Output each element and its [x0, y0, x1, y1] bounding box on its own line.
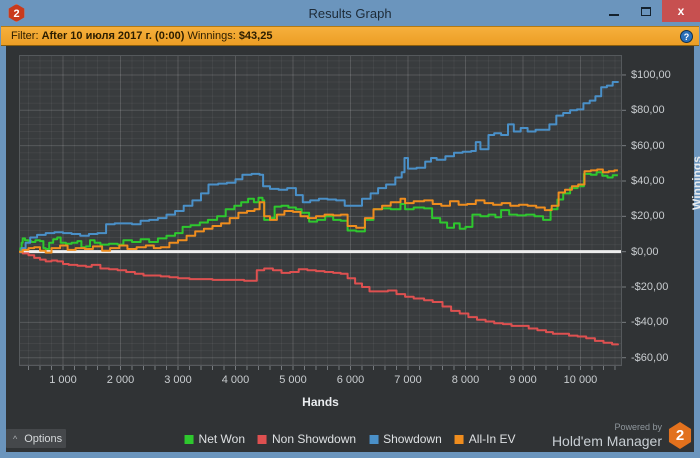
legend-label: Non Showdown [272, 432, 357, 446]
series-line-non-showdown [19, 250, 619, 346]
y-tick-label: $100,00 [631, 68, 671, 81]
title-bar: 2 Results Graph x [0, 0, 700, 26]
legend-swatch-icon [369, 434, 379, 444]
maximize-button[interactable] [630, 0, 662, 22]
powered-by-block: Powered by Hold'em Manager 2 [552, 422, 692, 449]
minimize-button[interactable] [598, 0, 630, 22]
legend-swatch-icon [258, 434, 267, 444]
minimize-icon [609, 14, 619, 16]
app-logo-icon: 2 [8, 4, 25, 22]
options-button[interactable]: ^ Options [6, 429, 66, 448]
y-axis-title: Winnings [689, 155, 700, 210]
legend-item-net-won[interactable]: Net Won [184, 432, 245, 446]
legend-item-showdown[interactable]: Showdown [369, 432, 442, 446]
chart-legend: Net Won Non Showdown Showdown All-In EV [184, 432, 516, 446]
window-controls: x [598, 0, 700, 22]
y-tick-label: $0,00 [631, 245, 659, 258]
legend-item-non-showdown[interactable]: Non Showdown [258, 432, 356, 446]
x-tick-label: 7 000 [394, 374, 422, 386]
x-tick-label: 9 000 [509, 374, 537, 386]
filter-label: Filter: [11, 30, 39, 42]
x-tick-label: 6 000 [336, 374, 365, 386]
y-tick-label: $20,00 [631, 210, 665, 223]
chevron-up-icon: ^ [13, 433, 18, 444]
y-tick-label: -$20,00 [631, 281, 669, 293]
bottom-bar: ^ Options Net Won Non Showdown Showdown All… [6, 422, 694, 449]
series-line-showdown [19, 81, 619, 253]
y-tick-label: $80,00 [631, 104, 665, 117]
legend-label: Showdown [383, 432, 442, 446]
y-tick-label: $60,00 [631, 139, 665, 152]
x-tick-label: 3 000 [164, 374, 192, 386]
series-line-net-won [19, 171, 618, 253]
x-tick-label: 8 000 [451, 374, 480, 386]
results-chart[interactable] [19, 55, 626, 370]
chart-panel: 1 000 2 000 3 000 4 000 5 000 6 000 7 000 8 000… [0, 46, 700, 458]
legend-swatch-icon [454, 434, 464, 444]
series-line-all-in-ev [19, 168, 618, 254]
winnings-value: $43,25 [238, 30, 273, 42]
x-axis-title: Hands [302, 395, 339, 409]
maximize-icon [641, 6, 651, 16]
close-button[interactable]: x [662, 0, 700, 22]
legend-swatch-icon [184, 434, 194, 444]
winnings-label: Winnings: [187, 30, 236, 42]
x-tick-label: 10 000 [563, 374, 598, 386]
help-icon[interactable]: ? [680, 30, 693, 43]
x-tick-label: 4 000 [221, 374, 250, 386]
legend-label: All-In EV [468, 432, 516, 446]
legend-label: Net Won [198, 432, 245, 446]
brand-name: Hold'em Manager [551, 432, 662, 449]
options-label: Options [24, 432, 63, 445]
y-tick-label: -$40,00 [631, 316, 669, 329]
filter-value: After 10 июля 2017 г. (0:00) [41, 30, 185, 42]
legend-item-all-in-ev[interactable]: All-In EV [454, 432, 516, 446]
chart-svg [19, 55, 626, 370]
filter-bar: Filter: After 10 июля 2017 г. (0:00) Win… [1, 26, 699, 46]
x-tick-label: 5 000 [279, 374, 307, 386]
brand-logo-icon: 2 [668, 422, 692, 449]
x-tick-label: 2 000 [106, 374, 135, 386]
powered-by-label: Powered by [614, 422, 662, 433]
y-tick-label: $40,00 [631, 174, 665, 187]
x-tick-label: 1 000 [49, 374, 77, 386]
y-tick-label: -$60,00 [631, 351, 669, 364]
window-title: Results Graph [308, 5, 392, 21]
